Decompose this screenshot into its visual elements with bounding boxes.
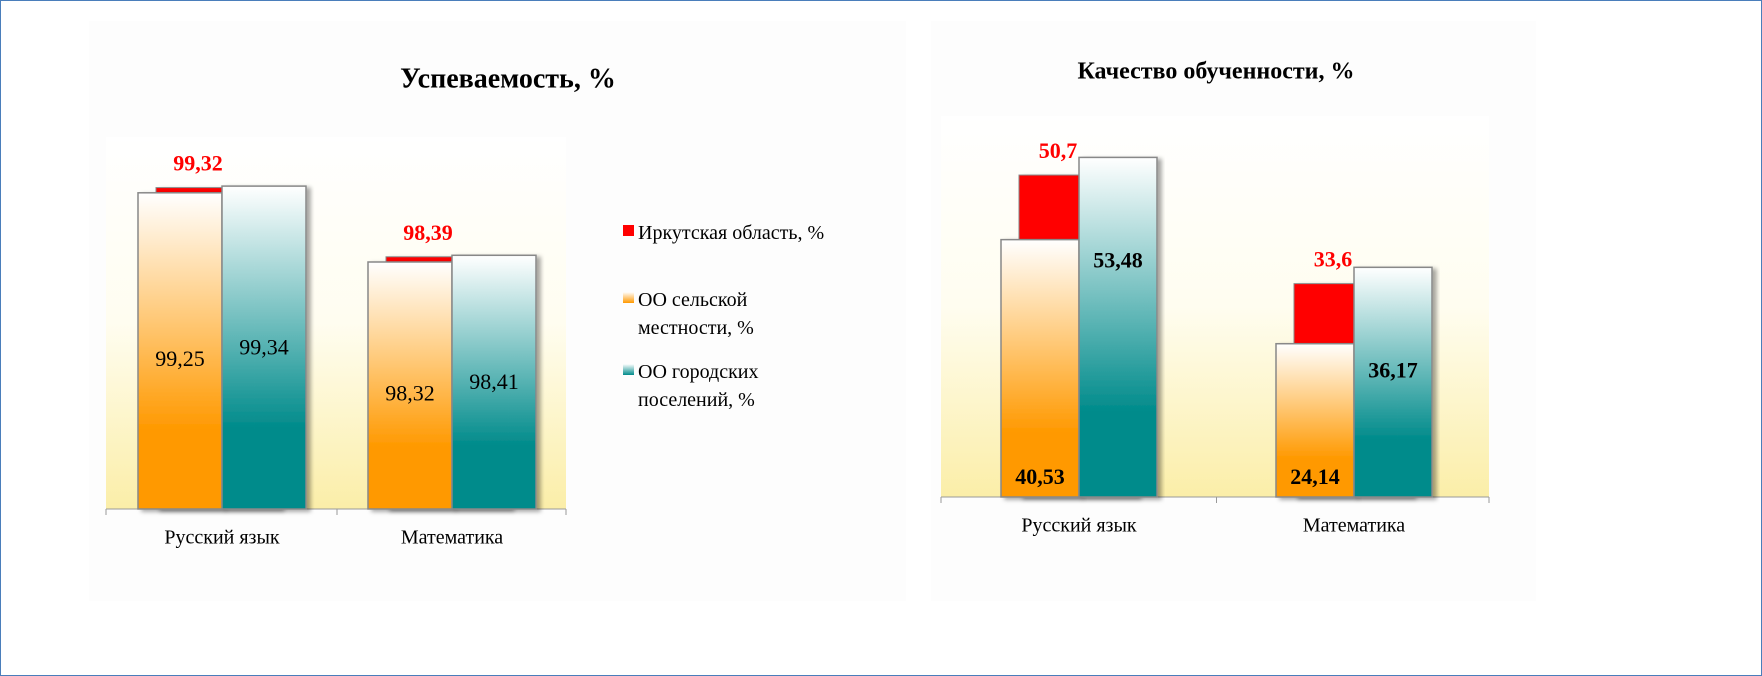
value-label: 33,6 <box>1314 247 1353 272</box>
value-label: 99,34 <box>239 335 289 360</box>
value-label: 50,7 <box>1039 138 1078 163</box>
bar <box>1000 238 1080 498</box>
legend-entry: ОО городских поселений, % <box>623 358 863 414</box>
legend-swatch <box>623 292 634 303</box>
legend-entry: Иркутская область, % <box>623 219 863 247</box>
x-tick-label: Русский язык <box>164 527 280 549</box>
x-tick-label: Русский язык <box>1021 515 1137 537</box>
bar <box>1078 156 1158 498</box>
bar <box>367 261 453 510</box>
value-label: 53,48 <box>1093 247 1143 272</box>
value-label: 24,14 <box>1290 464 1340 489</box>
value-label: 40,53 <box>1015 464 1065 489</box>
legend-label: Иркутская область, % <box>638 222 825 244</box>
chart-title: Успеваемость, % <box>400 63 616 94</box>
legend-entry: ОО сельской местности, % <box>623 286 863 342</box>
bar <box>451 254 537 510</box>
bar <box>137 192 223 510</box>
bar <box>1275 342 1355 498</box>
legend-swatch <box>623 364 634 375</box>
value-label: 98,39 <box>403 220 453 245</box>
value-label: 98,32 <box>385 381 435 406</box>
x-tick-label: Математика <box>1303 515 1405 537</box>
legend-label: ОО городских поселений, % <box>638 361 759 411</box>
value-label: 99,32 <box>173 151 223 176</box>
value-label: 98,41 <box>469 369 519 394</box>
chart-title: Качество обученности, % <box>1077 59 1354 85</box>
value-label: 99,25 <box>155 346 205 371</box>
legend-swatch <box>623 225 634 236</box>
bar <box>221 185 307 510</box>
bar <box>1353 266 1433 498</box>
legend-label: ОО сельской местности, % <box>638 289 754 339</box>
x-tick-label: Математика <box>401 527 503 549</box>
value-label: 36,17 <box>1368 357 1418 382</box>
